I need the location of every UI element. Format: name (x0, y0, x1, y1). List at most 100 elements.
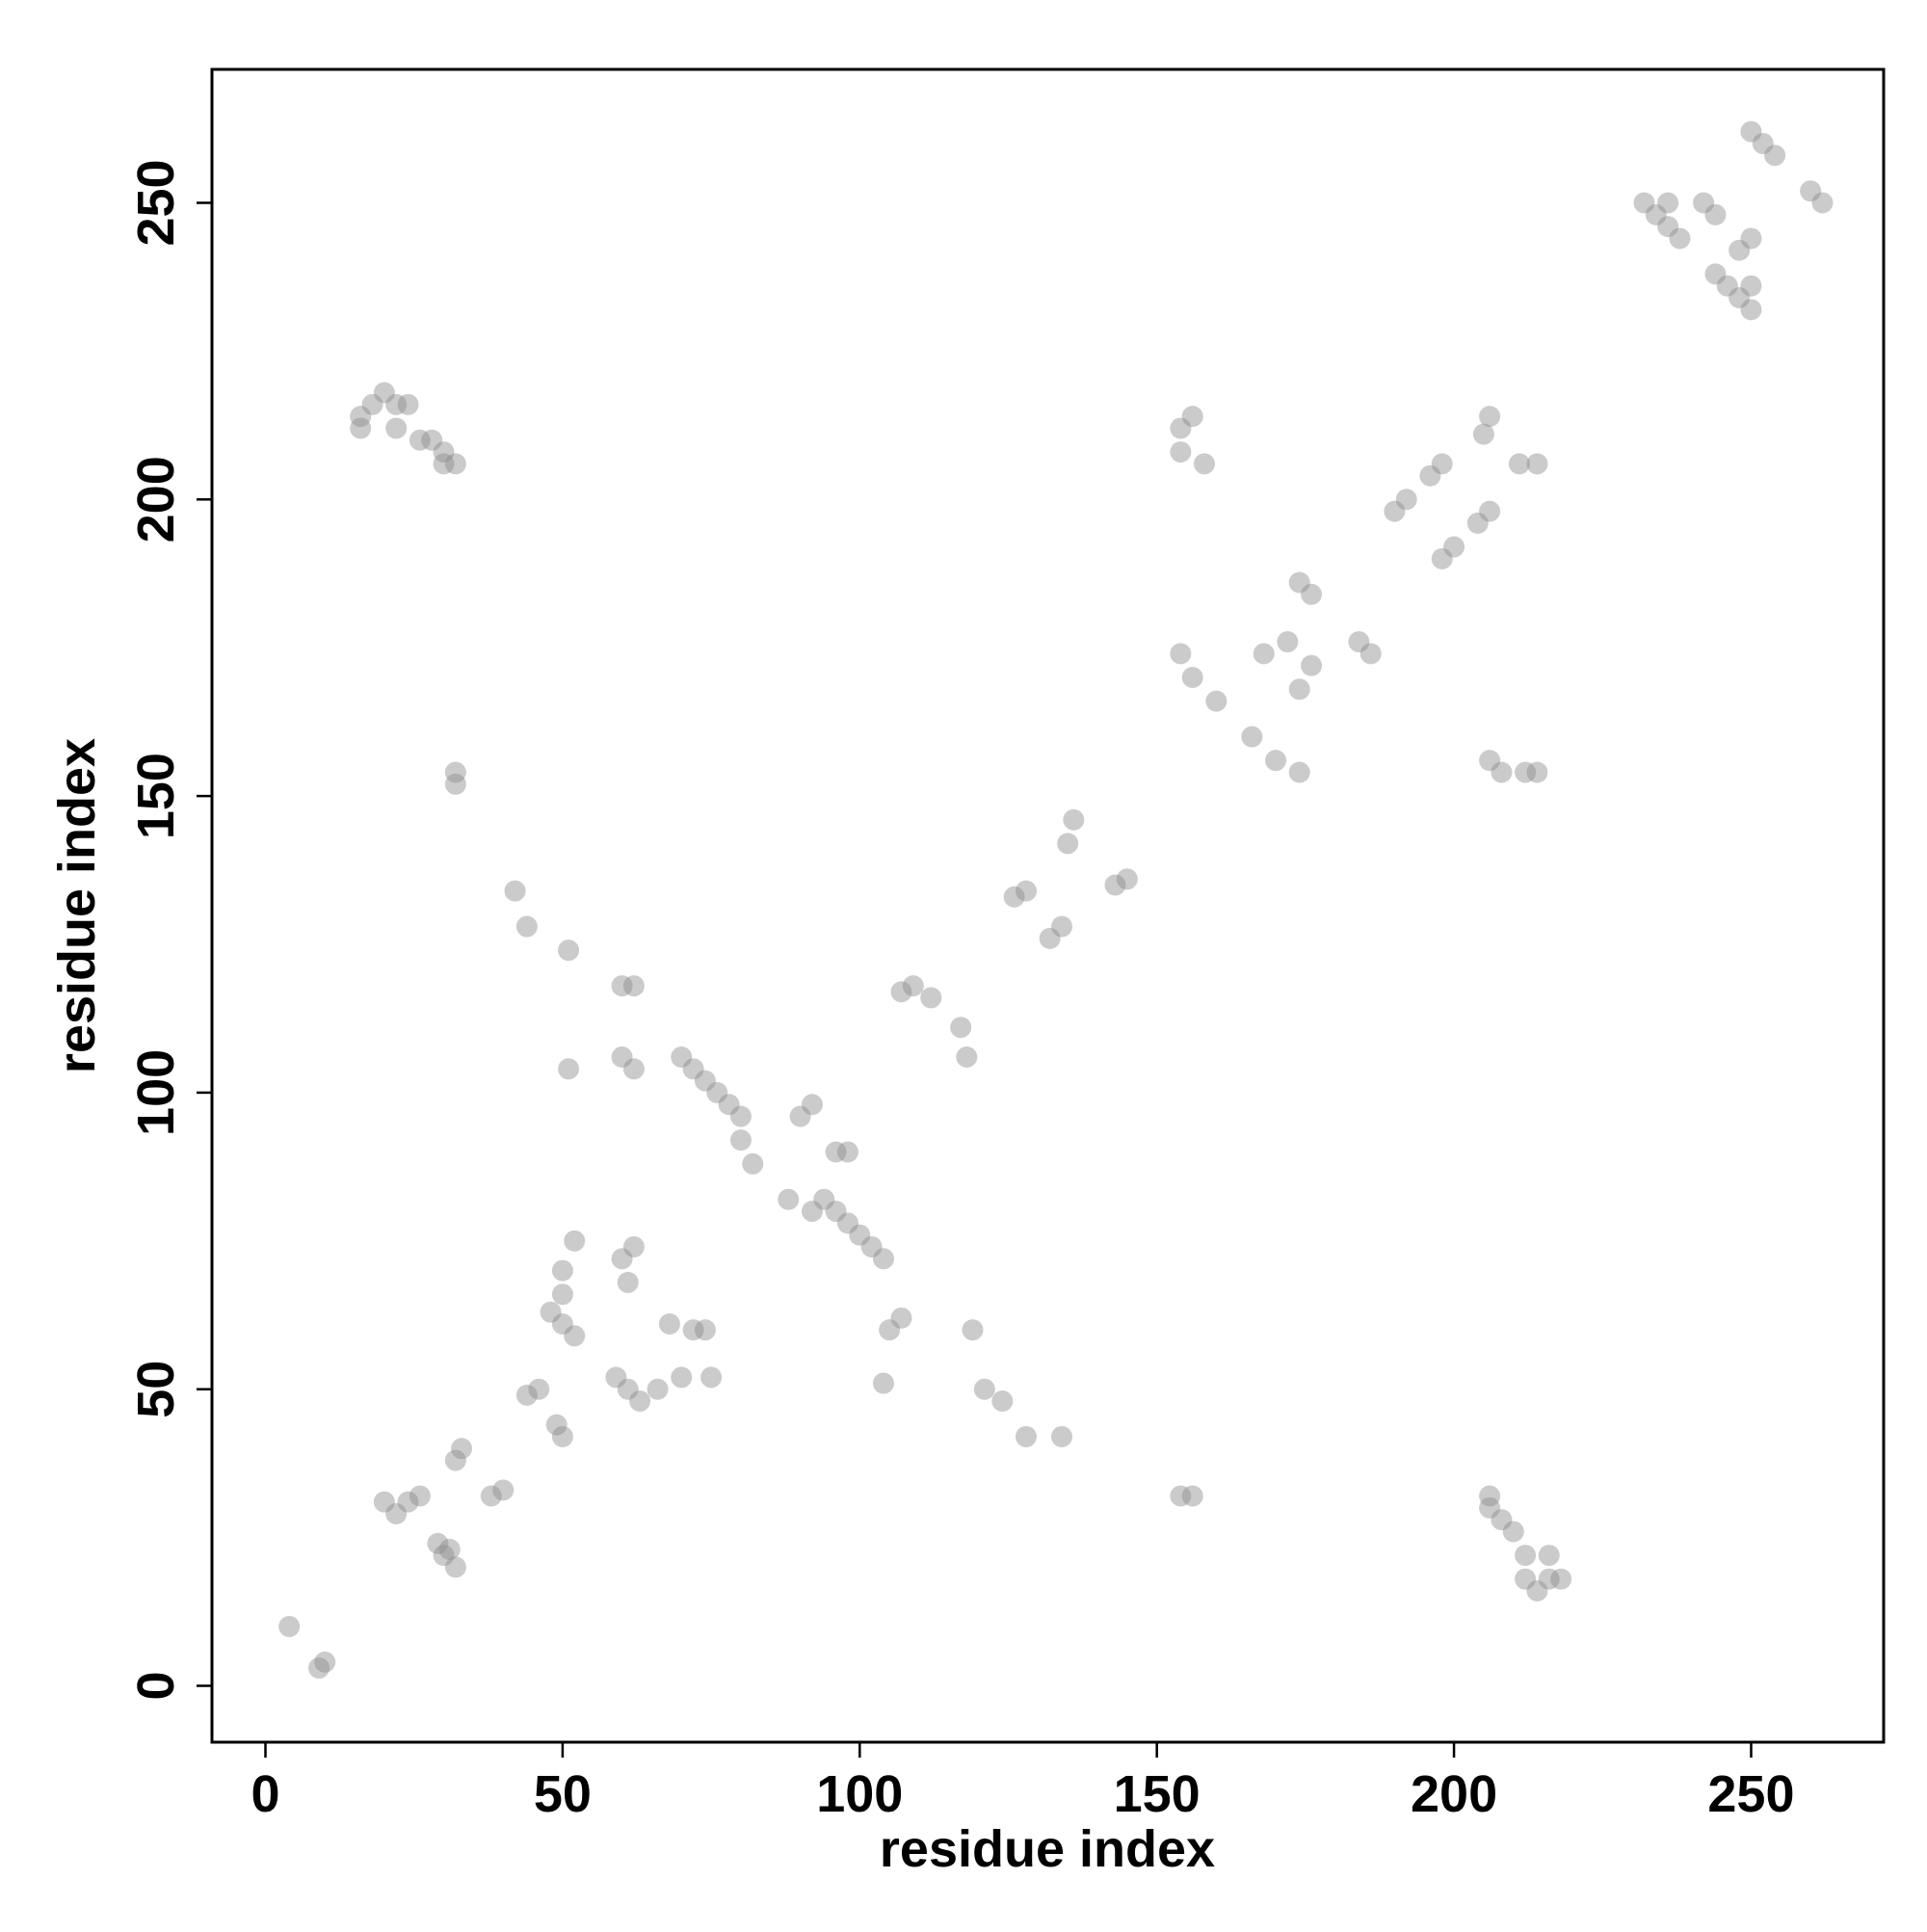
contact-point (682, 1058, 704, 1080)
contact-point (1181, 406, 1203, 428)
x-tick-label: 150 (1114, 1765, 1201, 1823)
contact-point (308, 1657, 330, 1680)
contact-point (361, 393, 383, 415)
contact-point (1431, 547, 1453, 569)
contact-point (1752, 132, 1774, 154)
contact-point (1550, 1568, 1572, 1590)
contact-point (1479, 1485, 1501, 1507)
contact-point (742, 1152, 764, 1175)
contact-point (1502, 1521, 1524, 1543)
contact-point (1472, 423, 1494, 445)
contact-point (444, 1556, 466, 1578)
contact-point (789, 1105, 811, 1127)
contact-point (1301, 654, 1323, 676)
contact-point (813, 1188, 835, 1210)
contact-point (558, 940, 580, 962)
contact-point (515, 1384, 538, 1406)
contact-point (1479, 500, 1501, 522)
contact-point (1253, 643, 1275, 665)
contact-point (1170, 1485, 1192, 1507)
contact-point (421, 429, 443, 451)
contact-point (515, 915, 538, 938)
x-tick-label: 0 (251, 1765, 279, 1823)
contact-point (1800, 180, 1822, 202)
contact-point (545, 1414, 568, 1436)
contact-point (1170, 643, 1192, 665)
contact-point (1015, 1425, 1037, 1447)
contact-point (1277, 631, 1299, 653)
contact-point (682, 1319, 704, 1341)
contact-point (1479, 750, 1501, 772)
contact-point (1194, 453, 1216, 475)
contact-point (444, 761, 466, 783)
contact-point (397, 393, 419, 415)
contact-point (706, 1081, 728, 1103)
contact-point (872, 1248, 894, 1270)
contact-point (1359, 643, 1382, 665)
contact-point (504, 880, 526, 902)
x-tick-label: 200 (1411, 1765, 1497, 1823)
contact-point (1479, 1496, 1501, 1519)
contact-point (622, 1058, 645, 1080)
contact-point (551, 1425, 573, 1447)
contact-point (801, 1201, 823, 1223)
contact-point (433, 441, 455, 463)
contact-point (658, 1313, 680, 1335)
contact-point (890, 1307, 912, 1329)
contact-point (1633, 192, 1655, 214)
y-tick-label: 0 (127, 1671, 185, 1700)
y-tick-label: 100 (127, 1049, 185, 1136)
contact-point (611, 1248, 633, 1270)
contact-point (480, 1485, 502, 1507)
contact-point (1669, 227, 1691, 250)
contact-point (1479, 406, 1501, 428)
contact-point (278, 1615, 301, 1637)
contact-point (1003, 886, 1025, 908)
contact-point (385, 417, 408, 439)
contact-point (1170, 441, 1192, 463)
contact-point (1050, 1425, 1072, 1447)
contact-point (1384, 500, 1406, 522)
x-axis-label: residue index (880, 1820, 1215, 1878)
contact-point (1508, 453, 1530, 475)
contact-point (611, 975, 633, 997)
contact-point (890, 981, 912, 1003)
plot-frame (210, 67, 1886, 1744)
contact-point (671, 1045, 693, 1068)
contact-point (1431, 453, 1453, 475)
contact-point (1181, 666, 1203, 688)
contact-point (1181, 1485, 1203, 1507)
contact-point (385, 1502, 408, 1524)
contact-point (1729, 287, 1751, 309)
x-tick-label: 100 (816, 1765, 903, 1823)
contact-point (1526, 761, 1548, 783)
contact-point (1063, 808, 1085, 831)
contact-point (872, 1372, 894, 1394)
contact-point (1265, 750, 1287, 772)
contact-point (1170, 417, 1192, 439)
contact-point (1241, 726, 1263, 748)
contact-point (617, 1378, 639, 1400)
contact-point (836, 1212, 858, 1234)
contact-point (1288, 571, 1310, 594)
contact-point (1538, 1545, 1560, 1567)
contact-point (962, 1319, 984, 1341)
contact-point (879, 1319, 901, 1341)
contact-point (849, 1224, 871, 1246)
contact-point (409, 429, 431, 451)
contact-point (694, 1070, 716, 1092)
contact-point (1740, 227, 1762, 250)
contact-point (1205, 690, 1227, 712)
contact-point (1704, 203, 1727, 225)
contact-point (564, 1230, 586, 1252)
contact-point (1050, 915, 1072, 938)
contact-point (540, 1301, 562, 1323)
contact-point (1039, 927, 1061, 949)
contact-point (825, 1201, 847, 1223)
contact-point (427, 1532, 449, 1554)
contact-point (973, 1378, 995, 1400)
contact-point (622, 1235, 645, 1257)
x-tick-label: 50 (534, 1765, 592, 1823)
contact-point (902, 975, 924, 997)
contact-point (1657, 192, 1679, 214)
